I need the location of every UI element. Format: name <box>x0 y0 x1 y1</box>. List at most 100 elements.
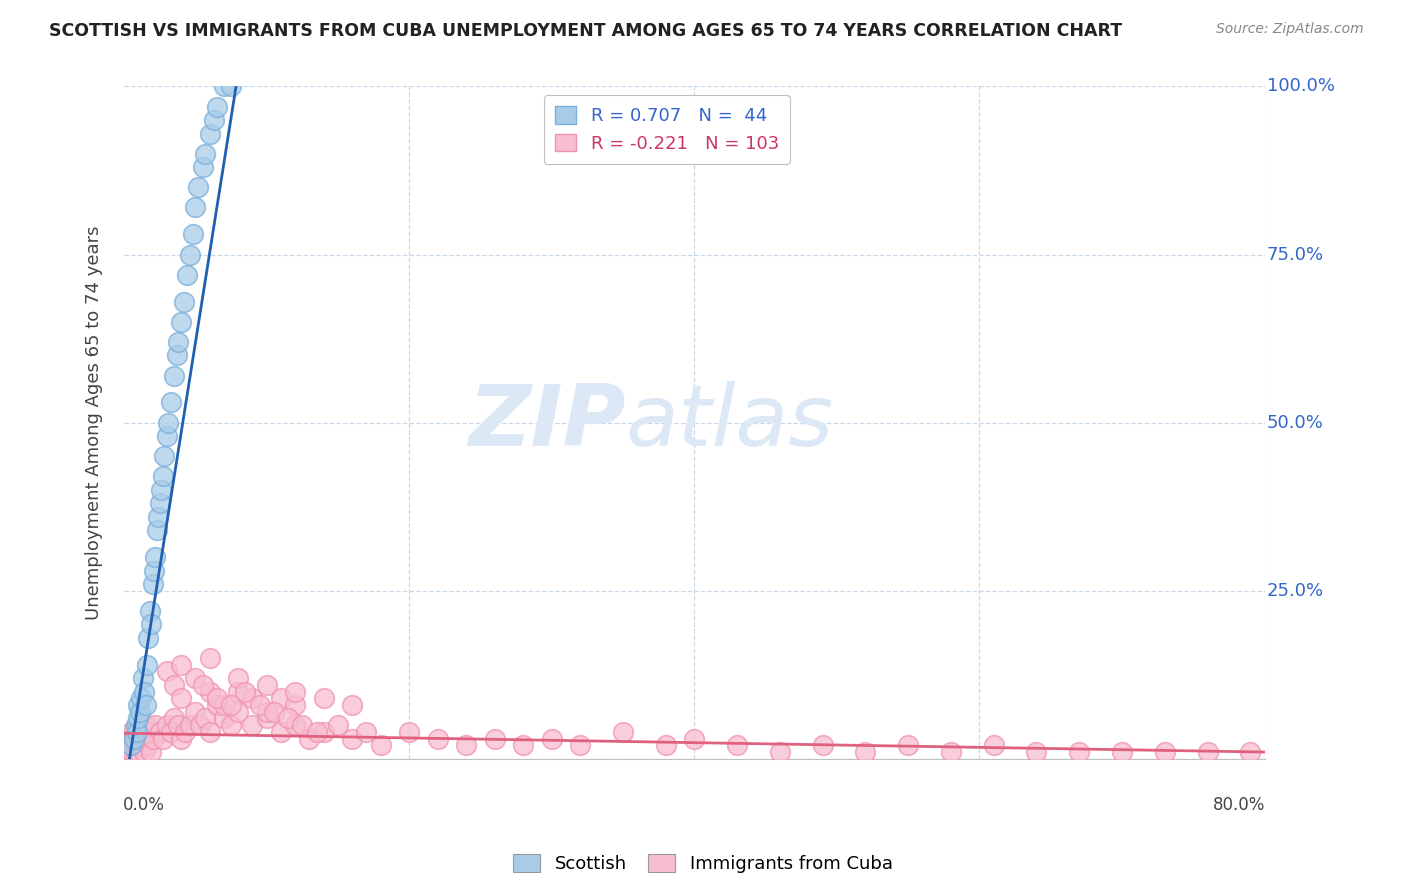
Point <box>284 718 307 732</box>
Point <box>298 731 321 746</box>
Point <box>612 725 634 739</box>
Point <box>120 725 142 739</box>
Point <box>1069 745 1091 759</box>
Point <box>157 416 180 430</box>
Point <box>156 665 179 679</box>
Point <box>145 718 167 732</box>
Point <box>983 739 1005 753</box>
Point <box>256 705 278 719</box>
Y-axis label: Unemployment Among Ages 65 to 74 years: Unemployment Among Ages 65 to 74 years <box>86 226 103 620</box>
Point <box>198 651 221 665</box>
Point <box>160 395 183 409</box>
Point <box>136 657 159 672</box>
Point <box>142 577 165 591</box>
Point <box>138 631 160 645</box>
Text: atlas: atlas <box>626 381 834 464</box>
Point <box>163 368 186 383</box>
Text: 100.0%: 100.0% <box>1267 78 1334 95</box>
Point <box>170 691 193 706</box>
Point <box>291 718 314 732</box>
Point <box>219 718 242 732</box>
Point <box>181 227 204 242</box>
Point <box>131 739 153 753</box>
Point <box>1111 745 1133 759</box>
Point <box>139 604 162 618</box>
Point <box>242 691 264 706</box>
Point <box>122 731 145 746</box>
Point <box>170 657 193 672</box>
Point <box>187 180 209 194</box>
Point <box>167 334 190 349</box>
Point <box>198 127 221 141</box>
Point <box>356 725 378 739</box>
Point <box>1197 745 1219 759</box>
Point <box>141 745 163 759</box>
Point <box>152 469 174 483</box>
Point <box>120 739 142 753</box>
Point <box>124 731 146 746</box>
Point <box>128 705 150 719</box>
Point <box>128 739 150 753</box>
Point <box>129 725 152 739</box>
Point <box>115 739 138 753</box>
Point <box>456 739 478 753</box>
Point <box>312 691 335 706</box>
Point <box>179 247 201 261</box>
Point <box>277 711 299 725</box>
Point <box>122 725 145 739</box>
Point <box>198 684 221 698</box>
Point <box>132 684 155 698</box>
Point <box>256 711 278 725</box>
Text: ZIP: ZIP <box>468 381 626 464</box>
Point <box>143 564 166 578</box>
Point <box>184 671 207 685</box>
Point <box>160 725 183 739</box>
Point <box>179 718 201 732</box>
Point <box>136 731 159 746</box>
Point <box>153 449 176 463</box>
Point <box>284 684 307 698</box>
Point <box>1239 745 1261 759</box>
Point <box>174 725 197 739</box>
Point <box>124 718 146 732</box>
Point <box>118 731 141 746</box>
Point <box>370 739 392 753</box>
Point <box>127 711 149 725</box>
Point <box>149 496 172 510</box>
Text: 25.0%: 25.0% <box>1267 582 1324 599</box>
Point <box>226 671 249 685</box>
Point <box>122 739 145 753</box>
Point <box>811 739 834 753</box>
Point <box>129 691 152 706</box>
Point <box>121 731 143 746</box>
Point <box>188 718 211 732</box>
Text: 75.0%: 75.0% <box>1267 245 1324 263</box>
Point <box>194 146 217 161</box>
Point <box>170 315 193 329</box>
Legend: R = 0.707   N =  44, R = -0.221   N = 103: R = 0.707 N = 44, R = -0.221 N = 103 <box>544 95 790 164</box>
Point <box>184 705 207 719</box>
Point <box>125 739 148 753</box>
Point <box>263 705 285 719</box>
Point <box>141 617 163 632</box>
Point <box>149 725 172 739</box>
Point <box>212 79 235 94</box>
Point <box>191 678 214 692</box>
Point <box>683 731 706 746</box>
Point <box>312 725 335 739</box>
Point <box>145 550 167 565</box>
Point <box>226 684 249 698</box>
Point <box>212 698 235 712</box>
Point <box>198 725 221 739</box>
Point <box>127 731 149 746</box>
Text: 50.0%: 50.0% <box>1267 414 1323 432</box>
Point <box>725 739 748 753</box>
Point <box>205 100 228 114</box>
Point <box>897 739 920 753</box>
Point <box>121 745 143 759</box>
Point <box>132 745 155 759</box>
Point <box>342 698 364 712</box>
Point <box>134 698 156 712</box>
Point <box>226 705 249 719</box>
Point <box>163 711 186 725</box>
